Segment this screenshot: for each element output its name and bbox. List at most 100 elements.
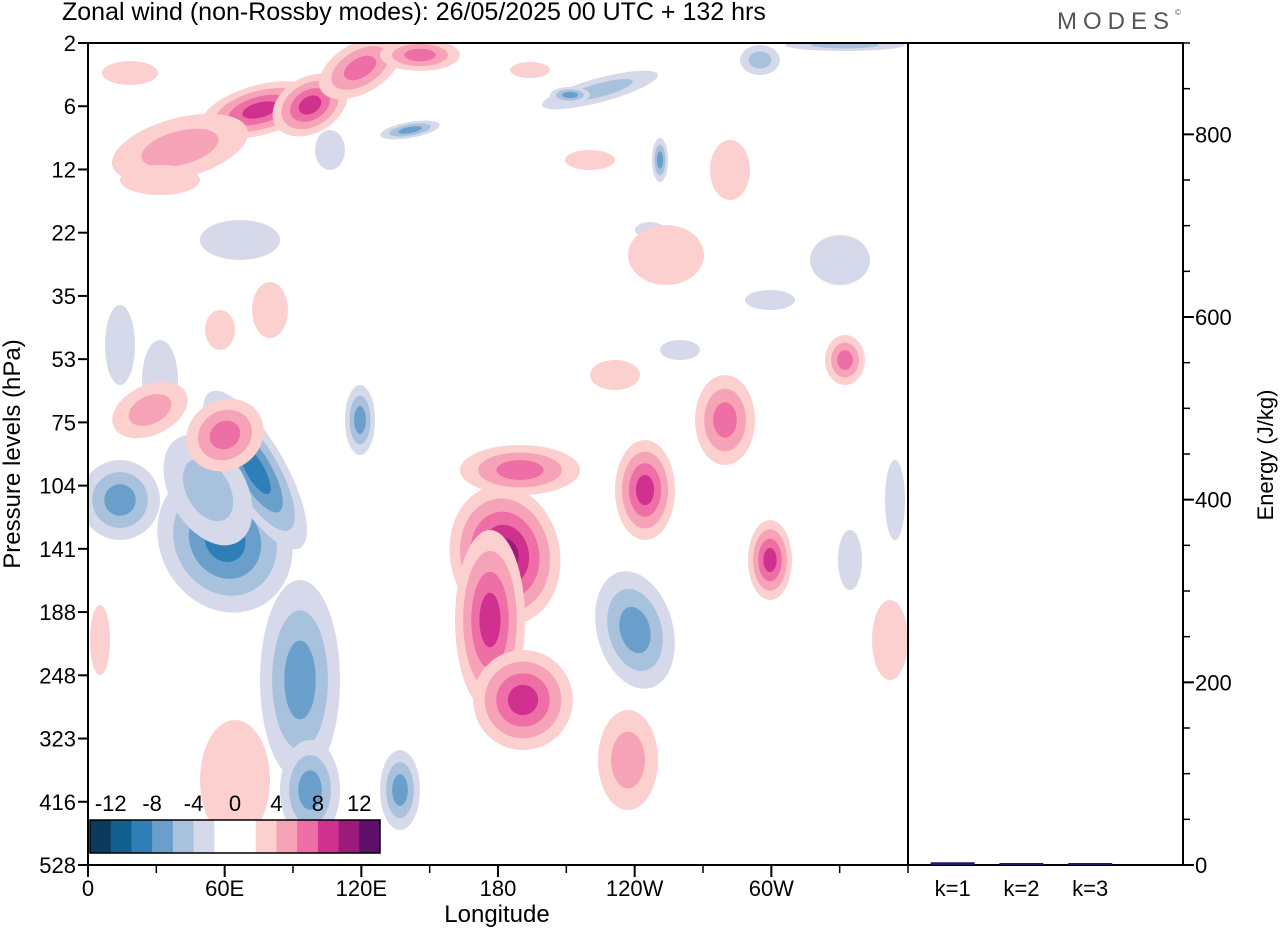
contour-band	[298, 95, 322, 115]
y-tick-label: 188	[39, 600, 76, 625]
contour-band	[507, 684, 539, 716]
contour-band	[315, 130, 345, 170]
logo-text: MODES	[1057, 8, 1176, 35]
energy-frame	[907, 42, 1184, 866]
contour-band	[354, 406, 366, 434]
modes-logo: MODES©	[1057, 8, 1181, 36]
contour-band	[102, 61, 158, 85]
colorbar-swatch	[193, 820, 215, 853]
x-tick-label: 60W	[749, 876, 794, 901]
energy-tick-label: 600	[1195, 305, 1232, 330]
energy-bars: k=1 k=2 k=3	[930, 862, 1113, 901]
contour-band	[562, 91, 578, 99]
energy-tick-label: 400	[1195, 488, 1232, 513]
contour-band	[810, 235, 870, 285]
x-axis: 0 60E 120E 180 120W 60W	[82, 865, 909, 901]
contour-band	[105, 305, 135, 385]
colorbar-frame	[89, 819, 381, 854]
contour-band	[205, 310, 235, 350]
energy-axis: 0 200 400 600 800	[1183, 42, 1232, 878]
colorbar-label: 0	[229, 791, 241, 816]
contour-band	[590, 360, 640, 390]
contour-band	[837, 350, 853, 370]
contour-band	[872, 600, 908, 680]
colorbar-label: -8	[142, 791, 162, 816]
contour-band	[200, 720, 270, 840]
x-tick-label: 120E	[336, 876, 387, 901]
colorbar-swatch	[276, 820, 298, 853]
contour-band	[209, 420, 241, 450]
contour-band	[838, 530, 862, 590]
contour-band	[90, 605, 110, 675]
contour-band	[628, 225, 704, 285]
colorbar-label: -12	[95, 791, 127, 816]
contour-band	[885, 460, 905, 540]
colorbar-label: 8	[312, 791, 324, 816]
colorbar-label: 4	[270, 791, 282, 816]
contour-band	[242, 101, 278, 119]
x-tick-label: 0	[82, 876, 94, 901]
energy-tick-label: 200	[1195, 670, 1232, 695]
logo-mark: ©	[1175, 8, 1181, 17]
colorbar-swatch	[214, 820, 236, 853]
colorbar-swatch	[255, 820, 277, 853]
contour-band	[713, 402, 737, 438]
energy-bar	[1068, 863, 1113, 865]
contour-band	[392, 774, 408, 806]
contour-band	[200, 220, 280, 260]
contour-band	[763, 547, 777, 573]
y-tick-label: 416	[39, 790, 76, 815]
y-tick-label: 22	[52, 221, 76, 246]
y-tick-label: 104	[39, 474, 76, 499]
colorbar-swatch	[152, 820, 174, 853]
colorbar-swatch	[359, 820, 381, 853]
y-tick-label: 35	[52, 284, 76, 309]
contour-band	[298, 770, 322, 810]
contour-band	[510, 62, 550, 78]
energy-tick-label: 800	[1195, 122, 1232, 147]
energy-bar	[930, 862, 975, 865]
colorbar-swatch	[90, 820, 112, 853]
colorbar-label: 12	[347, 791, 371, 816]
energy-category-label: k=1	[935, 876, 971, 901]
y-tick-label: 248	[39, 663, 76, 688]
contour-band	[811, 43, 879, 49]
y-tick-label: 2	[64, 31, 76, 56]
colorbar-swatch	[110, 820, 132, 853]
contour-band	[120, 165, 200, 195]
contour-band	[496, 460, 544, 480]
contour-band	[284, 640, 316, 720]
y-axis-label: Pressure levels (hPa)	[0, 339, 26, 568]
energy-category-label: k=2	[1003, 876, 1039, 901]
contour-band	[104, 484, 136, 516]
contour-band	[611, 731, 645, 789]
y-tick-label: 53	[52, 347, 76, 372]
contour-band	[182, 458, 234, 522]
energy-category-label: k=3	[1072, 876, 1108, 901]
contour-band	[656, 151, 664, 169]
y-tick-label: 141	[39, 537, 76, 562]
contour-band	[710, 140, 750, 200]
colorbar-label: -4	[184, 791, 204, 816]
y-axis: 2 6 12 22 35 53 75 104 141 188 248 323 416 528	[39, 31, 88, 878]
colorbar-swatch	[235, 820, 257, 853]
y-tick-label: 323	[39, 727, 76, 752]
energy-axis-label: Energy (J/kg)	[1253, 390, 1278, 521]
x-axis-label: Longitude	[444, 901, 549, 928]
y-tick-label: 6	[64, 94, 76, 119]
contour-band	[619, 606, 651, 654]
x-tick-label: 180	[480, 876, 517, 901]
contour-field	[88, 43, 908, 840]
colorbar-swatch	[172, 820, 195, 853]
colorbar-swatch	[131, 820, 153, 853]
x-tick-label: 120W	[606, 876, 664, 901]
energy-bar	[999, 863, 1044, 865]
y-tick-label: 75	[52, 410, 76, 435]
contour-band	[252, 282, 288, 338]
contour-band	[565, 150, 615, 170]
energy-tick-label: 0	[1195, 853, 1207, 878]
contour-band	[660, 340, 700, 360]
y-tick-label: 528	[39, 853, 76, 878]
y-tick-label: 12	[52, 157, 76, 182]
